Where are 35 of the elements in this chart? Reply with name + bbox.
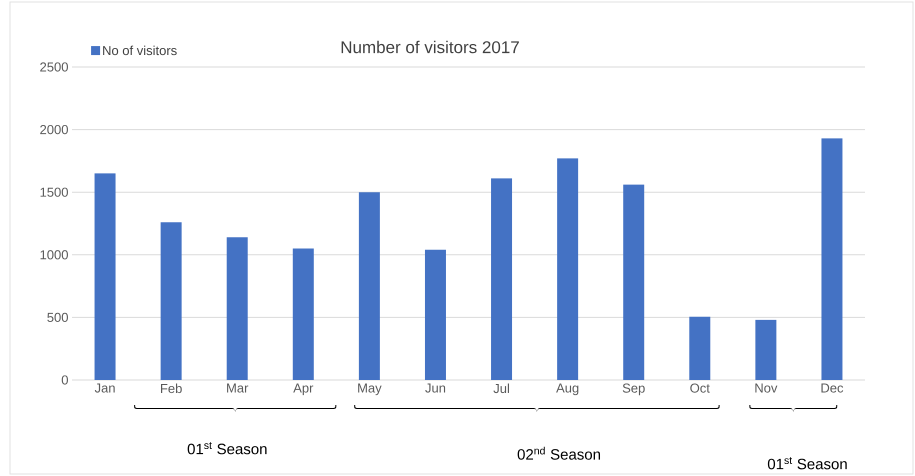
bar	[358, 192, 380, 380]
bar	[821, 138, 842, 380]
text: 01$^{st}$ Season	[768, 457, 847, 470]
chart-title: Number of visitors 2017	[342, 40, 519, 54]
bar	[689, 316, 710, 380]
x-tick-label: Sep	[622, 384, 645, 396]
y-tick-label: 1500	[40, 188, 68, 197]
x-tick-label: Jan	[94, 384, 115, 393]
bar	[226, 237, 248, 380]
x-tick-label: Nov	[755, 384, 778, 393]
x-tick-label: Oct	[690, 384, 710, 393]
x-tick-label: Aug	[556, 384, 578, 396]
text: 02$^{nd}$ Season	[518, 446, 600, 460]
x-tick-label: Mar	[227, 384, 248, 393]
bar	[424, 250, 446, 380]
bar	[160, 222, 182, 380]
bar	[623, 184, 644, 380]
x-tick-label: May	[358, 384, 382, 396]
bar	[557, 158, 578, 380]
bar	[292, 248, 314, 380]
bar	[755, 320, 776, 380]
y-tick-label: 0	[62, 375, 68, 385]
x-tick-label: Jun	[425, 384, 446, 393]
y-tick-label: 500	[47, 312, 68, 322]
text: 01$^{st}$ Season	[188, 442, 267, 454]
x-tick-label: Jul	[493, 384, 509, 394]
x-tick-label: Feb	[161, 384, 182, 394]
y-tick-label: 1000	[40, 250, 68, 260]
bar	[94, 173, 116, 380]
legend-label: No of visitors	[103, 46, 177, 56]
y-tick-label: 2000	[40, 124, 68, 134]
x-tick-label: Apr	[293, 384, 314, 396]
y-tick-label: 2500	[40, 62, 68, 72]
x-tick-label: Dec	[821, 384, 844, 393]
bar	[491, 178, 512, 380]
